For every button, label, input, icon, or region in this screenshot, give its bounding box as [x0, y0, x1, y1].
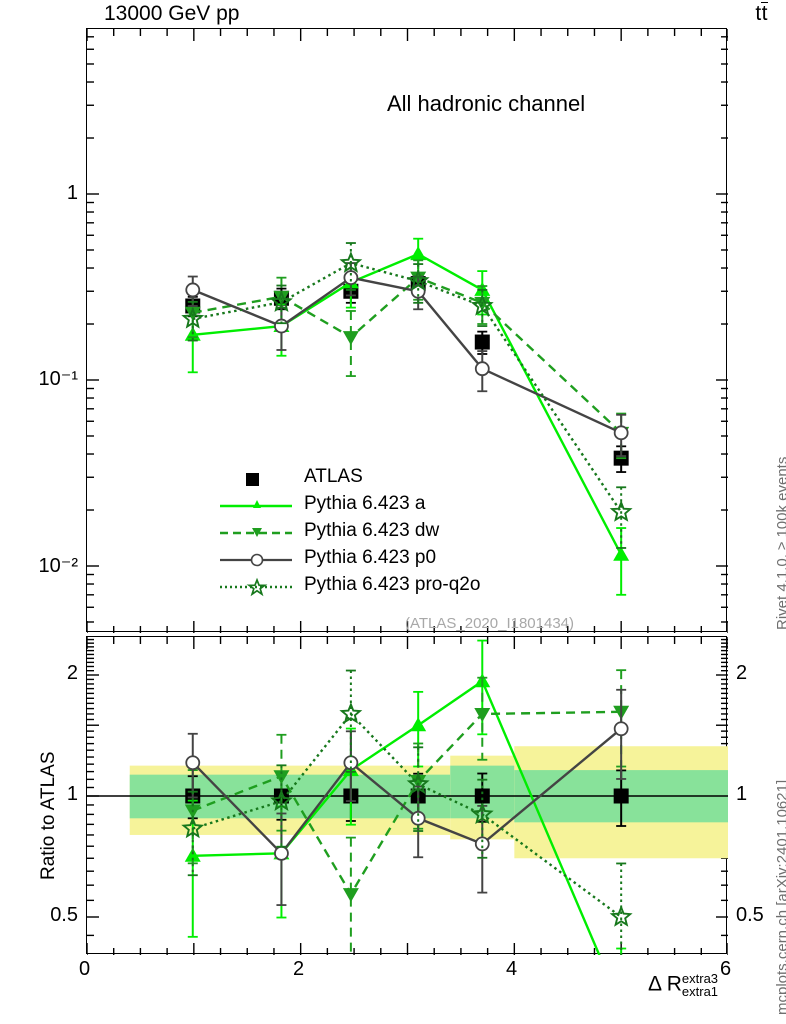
point-pythia-proq2o-2 — [339, 701, 363, 724]
point-pythia-p0-4 — [474, 361, 490, 377]
series-line-pythia-dw — [192, 710, 622, 897]
main-plot-canvas — [87, 29, 728, 633]
point-pythia-proq2o-1 — [270, 290, 293, 312]
ratio-plot-panel — [86, 636, 728, 955]
rivet-version-caption: Rivet 4.1.0, ≥ 100k events — [774, 456, 786, 630]
y-tick-ratio-2-right: 2 — [736, 662, 748, 684]
ratio-axis-title: Ratio to ATLAS — [38, 751, 59, 881]
legend-label-pythia-dw: Pythia 6.423 dw — [304, 520, 440, 541]
point-pythia-dw-0 — [184, 306, 201, 321]
point-pythia-proq2o-2 — [339, 251, 363, 273]
plot-title: All hadronic channel — [387, 91, 586, 116]
y-tick-main-1e-2: 10⁻² — [38, 555, 78, 577]
point-pythia-p0-2 — [343, 270, 359, 286]
process-tbar: t — [761, 2, 768, 25]
point-pythia-dw-1 — [273, 770, 290, 785]
point-pythia-p0-3 — [410, 810, 426, 826]
ratio-plot-canvas — [87, 637, 728, 955]
process-t1: t — [755, 2, 762, 25]
point-pythia-proq2o-3 — [406, 772, 430, 794]
point-pythia-dw-2 — [342, 888, 359, 903]
x-title-scripts: extra3 extra1 — [682, 972, 718, 998]
legend-label-pythia-proq2o: Pythia 6.423 pro-q2o — [304, 574, 481, 595]
point-pythia-p0-5 — [613, 721, 629, 737]
x-tick-2: 2 — [293, 958, 305, 980]
point-atlas-4 — [474, 788, 490, 804]
point-pythia-proq2o-1 — [270, 789, 293, 812]
x-tick-6: 6 — [720, 958, 732, 980]
point-pythia-proq2o-0 — [181, 816, 205, 839]
point-pythia-p0-4 — [474, 836, 490, 852]
series-line-pythia-p0 — [191, 727, 622, 856]
legend-key-pythia-proq2o — [220, 577, 292, 597]
series-line-pythia-a — [192, 679, 601, 955]
point-pythia-a-5 — [613, 546, 630, 561]
y-tick-ratio-1-left: 1 — [66, 783, 78, 805]
x-title-base: Δ R — [648, 972, 682, 996]
beam-energy-label: 13000 GeV pp — [104, 2, 240, 25]
y-tick-ratio-05-left: 0.5 — [50, 904, 78, 926]
legend-key-atlas — [246, 473, 259, 486]
series-line-pythia-proq2o — [192, 261, 623, 513]
series-line-pythia-a — [192, 252, 623, 556]
series-line-pythia-proq2o — [192, 712, 622, 918]
point-pythia-dw-2 — [342, 331, 359, 346]
point-pythia-p0-0 — [185, 282, 201, 298]
point-pythia-proq2o-5 — [609, 500, 633, 522]
x-title-sub: extra1 — [681, 984, 719, 1000]
point-pythia-a-3 — [410, 717, 427, 732]
x-tick-0: 0 — [79, 958, 91, 980]
point-pythia-proq2o-3 — [406, 269, 430, 291]
point-atlas-4 — [474, 334, 490, 350]
x-tick-4: 4 — [506, 958, 518, 980]
legend-label-pythia-p0: Pythia 6.423 p0 — [304, 547, 437, 568]
y-tick-ratio-2-left: 2 — [66, 662, 78, 684]
point-pythia-proq2o-4 — [470, 293, 494, 316]
analysis-watermark: (ATLAS_2020_I1801434) — [405, 615, 575, 632]
point-pythia-proq2o-0 — [181, 306, 205, 329]
legend-label-atlas: ATLAS — [304, 466, 363, 487]
point-pythia-a-3 — [410, 246, 427, 261]
x-title-sup: extra3 — [681, 971, 719, 986]
point-pythia-dw-4 — [474, 707, 491, 722]
point-pythia-proq2o-5 — [609, 904, 633, 927]
legend-key-pythia-a — [220, 500, 292, 508]
legend-key-pythia-dw — [220, 528, 292, 537]
point-pythia-p0-1 — [274, 318, 289, 334]
main-plot-panel: All hadronic channel (ATLAS_2020_I180143… — [86, 28, 728, 633]
point-pythia-p0-0 — [185, 755, 201, 771]
point-pythia-a-0 — [184, 847, 201, 862]
point-atlas-5 — [613, 788, 629, 804]
y-tick-ratio-05-right: 0.5 — [736, 904, 764, 926]
process-label: tt — [755, 2, 768, 26]
y-tick-main-1e-1: 10⁻¹ — [38, 368, 78, 390]
series-line-pythia-dw — [192, 276, 623, 434]
y-tick-ratio-1-right: 1 — [736, 783, 748, 805]
y-tick-main-1: 1 — [66, 182, 78, 204]
point-pythia-p0-1 — [274, 845, 289, 861]
legend-key-pythia-p0 — [220, 553, 292, 567]
mcplots-caption: mcplots.cern.ch [arXiv:2401.10621] — [774, 779, 786, 1015]
point-pythia-p0-5 — [613, 425, 629, 441]
point-pythia-proq2o-4 — [470, 802, 494, 825]
series-line-pythia-p0 — [192, 276, 622, 434]
legend-label-pythia-a: Pythia 6.423 a — [304, 493, 426, 514]
